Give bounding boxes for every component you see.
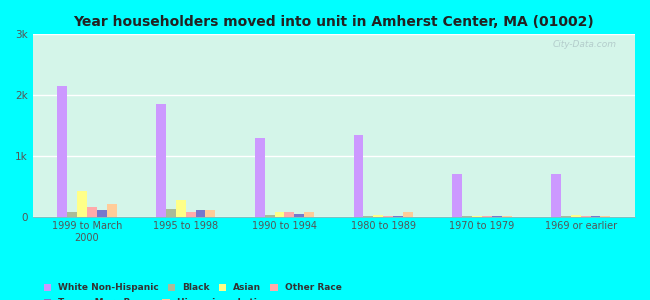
Bar <box>403 212 413 217</box>
Bar <box>166 209 176 217</box>
Bar <box>67 212 77 217</box>
Bar <box>601 216 610 217</box>
Bar <box>373 215 384 217</box>
Legend: Two or More Races, Hispanic or Latino: Two or More Races, Hispanic or Latino <box>44 298 269 300</box>
Bar <box>97 210 107 217</box>
Bar <box>580 216 591 217</box>
Bar <box>571 215 580 217</box>
Text: City-Data.com: City-Data.com <box>553 40 617 49</box>
Bar <box>462 216 472 217</box>
Bar <box>156 104 166 217</box>
Bar <box>255 138 265 217</box>
Bar <box>186 212 196 217</box>
Bar <box>205 211 215 217</box>
Bar <box>285 212 294 217</box>
Bar <box>551 174 561 217</box>
Bar <box>77 191 87 217</box>
Bar <box>452 174 462 217</box>
Bar <box>472 216 482 217</box>
Bar <box>561 216 571 217</box>
Bar <box>274 212 285 217</box>
Bar <box>294 214 304 217</box>
Title: Year householders moved into unit in Amherst Center, MA (01002): Year householders moved into unit in Amh… <box>73 15 594 29</box>
Bar <box>304 212 314 217</box>
Bar <box>591 216 601 217</box>
Bar <box>502 216 512 217</box>
Bar <box>176 200 186 217</box>
Bar <box>196 211 205 217</box>
Bar <box>265 215 274 217</box>
Bar <box>482 216 492 217</box>
Bar <box>363 216 373 217</box>
Bar <box>393 216 403 217</box>
Bar <box>354 134 363 217</box>
Bar <box>492 216 502 217</box>
Legend: White Non-Hispanic, Black, Asian, Other Race: White Non-Hispanic, Black, Asian, Other … <box>44 284 342 292</box>
Bar <box>384 216 393 217</box>
Bar <box>87 207 97 217</box>
Bar <box>57 86 67 217</box>
Bar <box>107 204 116 217</box>
